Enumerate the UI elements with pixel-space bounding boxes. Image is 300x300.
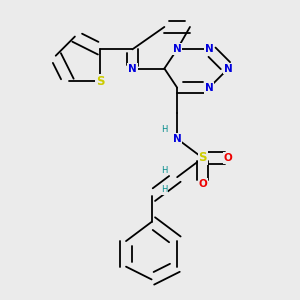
Text: N: N bbox=[173, 134, 182, 144]
Text: H: H bbox=[161, 185, 168, 194]
Text: S: S bbox=[96, 75, 105, 88]
Text: H: H bbox=[161, 125, 168, 134]
Text: N: N bbox=[128, 64, 137, 74]
Text: S: S bbox=[199, 152, 207, 164]
Text: N: N bbox=[224, 64, 233, 74]
Text: O: O bbox=[224, 153, 233, 163]
Text: O: O bbox=[198, 178, 207, 189]
Text: N: N bbox=[205, 44, 214, 54]
Text: N: N bbox=[205, 83, 214, 93]
Text: H: H bbox=[161, 166, 168, 175]
Text: N: N bbox=[173, 44, 182, 54]
